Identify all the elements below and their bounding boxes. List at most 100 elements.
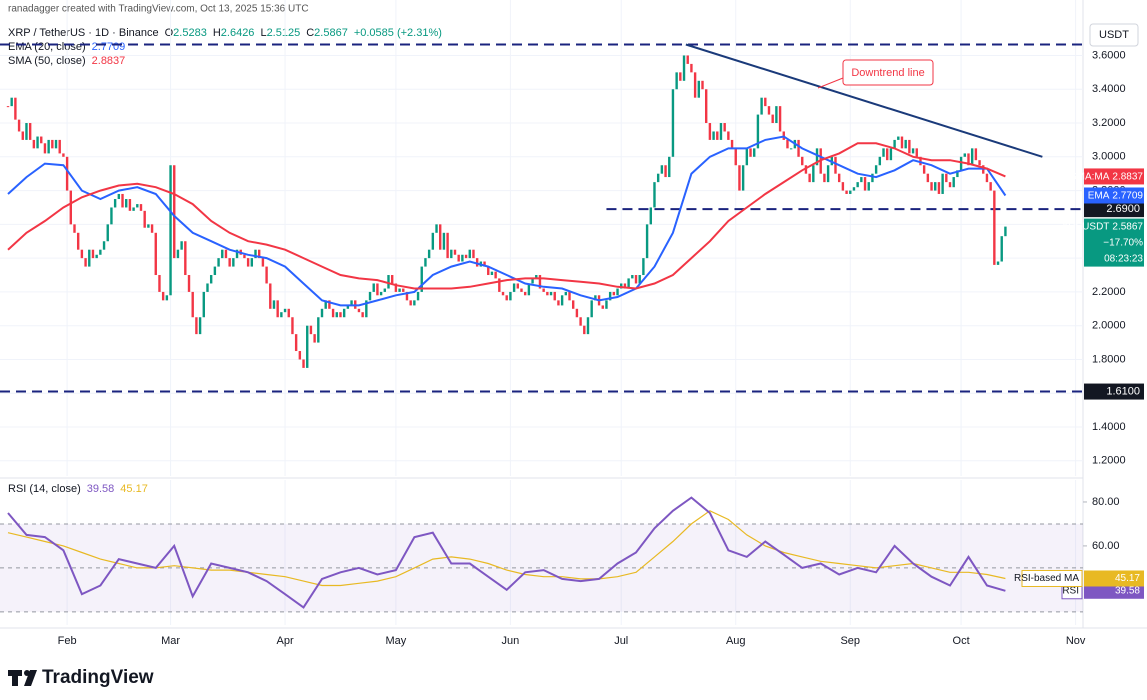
candle	[708, 123, 712, 140]
candle	[43, 143, 47, 154]
candle	[390, 275, 394, 284]
candle	[538, 275, 542, 289]
candle	[10, 97, 13, 107]
candle	[161, 291, 165, 301]
candle	[738, 165, 741, 191]
candle	[620, 283, 623, 289]
x-tick-label: Sep	[840, 635, 860, 647]
candle	[897, 136, 900, 140]
candle	[505, 295, 508, 301]
indicator-legend: SMA (50, close) 2.8837	[8, 55, 125, 67]
y-tick-label: 60.00	[1092, 540, 1120, 552]
candle	[302, 359, 305, 368]
candle	[815, 148, 819, 166]
candle	[339, 312, 342, 318]
candle	[930, 182, 933, 191]
candle	[317, 317, 320, 343]
x-tick-label: Jun	[502, 635, 520, 647]
candle	[487, 266, 490, 276]
candle	[860, 177, 863, 183]
candle	[789, 148, 793, 150]
candle	[69, 190, 73, 225]
candle	[745, 148, 749, 166]
candle	[911, 148, 915, 154]
candle	[671, 89, 675, 157]
candle	[461, 254, 464, 262]
candle	[357, 308, 361, 313]
price-tag-label: −17.70%	[1103, 237, 1143, 248]
candle	[915, 148, 918, 157]
candle	[893, 139, 896, 149]
indicator-value: 2.8837	[92, 55, 126, 67]
candle	[501, 291, 505, 296]
candle	[649, 207, 652, 225]
unit-box	[1089, 23, 1139, 47]
candle	[701, 80, 704, 90]
candle	[213, 266, 217, 276]
candle	[509, 291, 512, 301]
candle	[535, 275, 538, 279]
candle	[117, 193, 121, 200]
candle	[65, 156, 69, 191]
candle	[922, 165, 926, 174]
annotation: Downtrend line	[851, 67, 924, 79]
candle	[996, 261, 1000, 265]
candle	[291, 317, 294, 335]
candle	[989, 182, 992, 191]
candle	[557, 300, 560, 306]
candle	[32, 139, 36, 149]
y-tick-label: 3.2000	[1092, 117, 1126, 129]
candle	[209, 275, 213, 284]
candle	[483, 261, 486, 267]
candle	[36, 136, 39, 149]
y-tick-label: 1.8000	[1092, 353, 1126, 365]
candle	[568, 291, 571, 301]
candle	[73, 224, 76, 233]
candle	[642, 258, 645, 276]
candle	[653, 182, 656, 208]
candle	[612, 291, 616, 296]
candle	[871, 173, 874, 183]
candle	[221, 249, 224, 259]
candle	[926, 173, 930, 183]
rsi-legend: RSI (14, close) 39.58 45.17	[8, 483, 148, 495]
logo: TradingView	[8, 667, 154, 688]
candle	[442, 232, 446, 250]
candle	[84, 258, 87, 267]
candle	[852, 187, 856, 191]
candle	[91, 249, 95, 259]
candle	[664, 165, 667, 178]
candle	[874, 165, 878, 174]
candle	[464, 254, 468, 259]
candle	[88, 249, 91, 267]
candle	[158, 275, 161, 292]
candle	[572, 300, 575, 309]
candle	[17, 119, 21, 132]
candle	[498, 278, 501, 292]
candle	[878, 156, 882, 166]
candle	[176, 249, 180, 259]
candle	[697, 80, 701, 98]
candle	[634, 275, 638, 284]
candle	[675, 72, 678, 90]
candle	[963, 153, 966, 157]
candle	[690, 63, 693, 73]
ohlc-key: O	[165, 27, 174, 39]
candle	[365, 300, 368, 318]
level-tag-label: 1.6100	[1106, 385, 1140, 397]
candle	[446, 232, 449, 259]
candle	[427, 249, 431, 259]
x-tick-label: Aug	[726, 635, 746, 647]
candle	[457, 254, 460, 262]
candle	[398, 288, 401, 292]
candle	[206, 283, 209, 292]
candle	[734, 148, 737, 166]
candle	[110, 207, 113, 225]
candle	[6, 106, 10, 108]
candle	[450, 249, 453, 259]
candle	[280, 312, 283, 318]
candle	[28, 123, 32, 140]
candle	[154, 232, 157, 276]
